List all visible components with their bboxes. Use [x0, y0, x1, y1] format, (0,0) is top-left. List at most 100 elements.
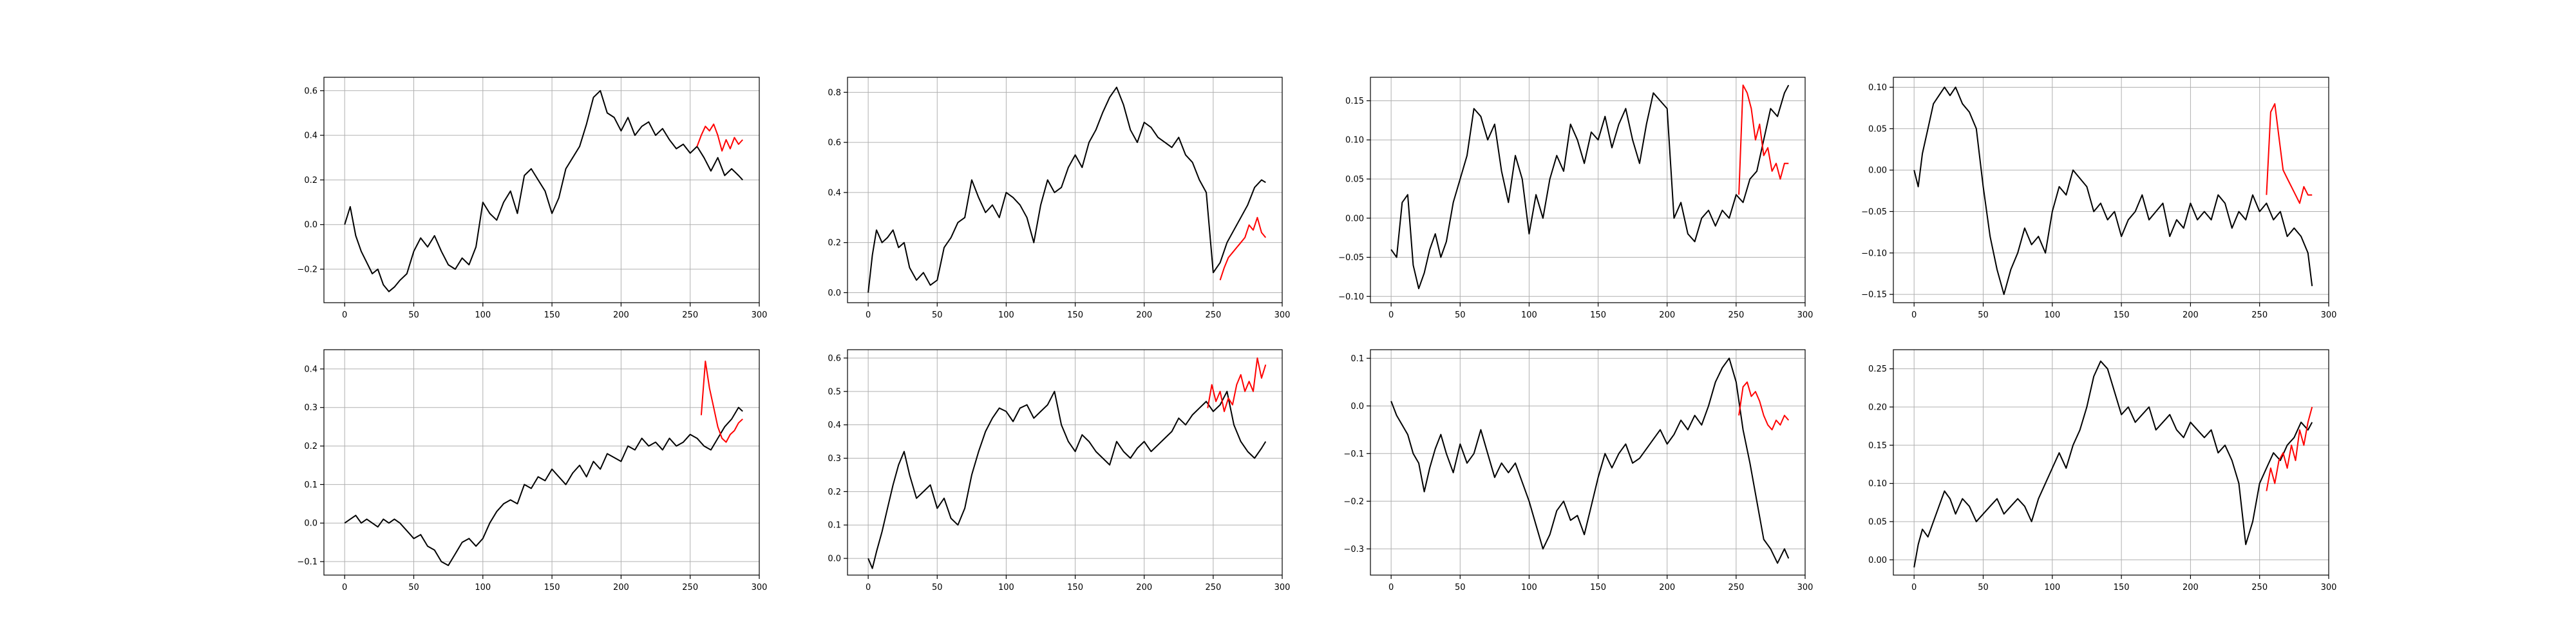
y-tick-label: 0.05: [1868, 517, 1887, 527]
x-tick-label: 100: [2044, 310, 2060, 320]
x-tick-label: 0: [866, 583, 871, 592]
y-tick-label: 0.6: [828, 138, 841, 148]
axes-frame: [847, 77, 1283, 303]
y-tick-label: 0.4: [828, 421, 841, 430]
subplot-4: 0 50 100 150 200 250 300 −0.15 −0.10 −0.05 0.00 0.0…: [1861, 77, 2336, 320]
y-tick-label: 0.0: [828, 554, 841, 564]
y-tick-label: −0.05: [1861, 207, 1887, 217]
x-tick-label: 200: [2183, 310, 2199, 320]
y-tick-label: 0.2: [828, 238, 841, 248]
x-axis: 0 50 100 150 200 250 300: [1911, 575, 2336, 592]
y-tick-label: 0.8: [828, 88, 841, 98]
axes-frame: [1370, 77, 1806, 303]
y-tick-label: 0.2: [304, 176, 317, 185]
y-tick-label: −0.10: [1338, 292, 1364, 302]
series-line-predicted: [1207, 357, 1267, 412]
series-group: [344, 360, 743, 566]
x-tick-label: 200: [1659, 310, 1675, 320]
y-tick-label: 0.15: [1345, 97, 1364, 106]
x-tick-label: 150: [2114, 310, 2130, 320]
series-line-actual: [1390, 84, 1790, 290]
grid: [1370, 350, 1806, 575]
y-axis: −0.2 0.0 0.2 0.4 0.6: [297, 86, 324, 275]
series-line-predicted: [1738, 381, 1790, 431]
series-group: [1913, 360, 2313, 568]
y-tick-label: 0.00: [1868, 556, 1887, 565]
y-tick-label: 0.1: [828, 521, 841, 531]
y-tick-label: 0.0: [304, 519, 317, 529]
y-tick-label: 0.3: [304, 403, 317, 413]
x-tick-label: 100: [475, 583, 491, 592]
axes-frame: [847, 349, 1283, 576]
x-axis: 0 50 100 150 200 250 300: [866, 575, 1290, 592]
y-tick-label: 0.3: [828, 454, 841, 464]
x-tick-label: 200: [613, 310, 629, 320]
axes-frame: [1893, 77, 2329, 303]
x-tick-label: 0: [1911, 583, 1917, 592]
x-tick-label: 100: [1521, 310, 1537, 320]
x-tick-label: 100: [2044, 583, 2060, 592]
x-tick-label: 0: [342, 310, 347, 320]
subplot-8: 0 50 100 150 200 250 3000.000.050.100.150.200.…: [1868, 349, 2336, 592]
x-tick-label: 200: [1136, 583, 1152, 592]
y-axis: −0.15 −0.10 −0.05 0.00 0.05 0.10: [1861, 83, 1893, 300]
y-tick-label: −0.2: [297, 265, 317, 275]
y-tick-label: 0.5: [828, 387, 841, 397]
series-line-actual: [1913, 360, 2313, 568]
y-tick-label: −0.15: [1861, 290, 1887, 300]
grid: [1893, 350, 2329, 575]
x-tick-label: 0: [342, 583, 347, 592]
y-tick-label: 0.20: [1868, 402, 1887, 412]
x-tick-label: 300: [1797, 583, 1814, 592]
y-tick-label: 0.4: [304, 365, 317, 374]
x-tick-label: 0: [1388, 310, 1394, 320]
y-tick-label: −0.3: [1343, 545, 1364, 554]
subplot-5: 0 50 100 150 200 250 300 −0.1 0.0 0.1 0.2 0.3 0.4: [297, 349, 767, 592]
x-tick-label: 250: [1205, 583, 1221, 592]
x-tick-label: 250: [1205, 310, 1221, 320]
axes-frame: [1370, 349, 1806, 576]
x-tick-label: 300: [752, 310, 768, 320]
x-tick-label: 100: [475, 310, 491, 320]
x-axis: 0 50 100 150 200 250 300: [1388, 303, 1813, 320]
y-tick-label: 0.1: [304, 480, 317, 490]
y-tick-label: 0.25: [1868, 365, 1887, 374]
series-group: [1913, 86, 2313, 296]
x-tick-label: 300: [1274, 310, 1291, 320]
y-tick-label: 0.00: [1868, 166, 1887, 176]
series-line-actual: [1913, 86, 2313, 296]
grid: [324, 77, 760, 303]
x-tick-label: 200: [1136, 310, 1152, 320]
x-axis: 0 50 100 150 200 250 300: [1388, 575, 1813, 592]
series-line-actual: [344, 90, 743, 292]
series-line-predicted: [2266, 103, 2313, 204]
series-line-actual: [344, 406, 743, 566]
x-tick-label: 150: [1590, 310, 1606, 320]
x-tick-label: 100: [1521, 583, 1537, 592]
series-group: [867, 86, 1267, 293]
x-axis: 0 50 100 150 200 250 300: [866, 303, 1290, 320]
series-line-actual: [867, 390, 1267, 569]
x-axis: 0 50 100 150 200 250 300: [1911, 303, 2336, 320]
x-tick-label: 50: [1455, 310, 1466, 320]
y-tick-label: 0.4: [304, 131, 317, 141]
x-axis: 0 50 100 150 200 250 300: [342, 303, 767, 320]
x-tick-label: 200: [613, 583, 629, 592]
y-tick-label: −0.10: [1861, 249, 1887, 258]
x-tick-label: 150: [544, 310, 560, 320]
x-tick-label: 50: [1978, 583, 1989, 592]
y-axis: −0.10 −0.05 0.00 0.05 0.10 0.15: [1338, 97, 1370, 302]
subplot-7: 0 50 100 150 200 250 300 −0.3 −0.2 −0.1 0.0 0.1: [1343, 349, 1813, 592]
subplot-grid: 0 50 100 150 200 250 300 −0.2 0.0 0.2 0.4 0.6 0 50 100…: [297, 77, 2336, 592]
y-axis: −0.3 −0.2 −0.1 0.0 0.1: [1343, 354, 1370, 554]
y-tick-label: 0.00: [1345, 214, 1364, 223]
y-tick-label: 0.0: [1350, 402, 1364, 412]
series-line-predicted: [1219, 216, 1267, 281]
subplot-1: 0 50 100 150 200 250 300 −0.2 0.0 0.2 0.4 0.6: [297, 77, 767, 320]
x-tick-label: 250: [2251, 583, 2268, 592]
axes-frame: [1893, 349, 2329, 576]
series-line-predicted: [700, 360, 743, 443]
x-tick-label: 250: [1728, 583, 1744, 592]
x-tick-label: 50: [408, 310, 419, 320]
x-tick-label: 150: [544, 583, 560, 592]
